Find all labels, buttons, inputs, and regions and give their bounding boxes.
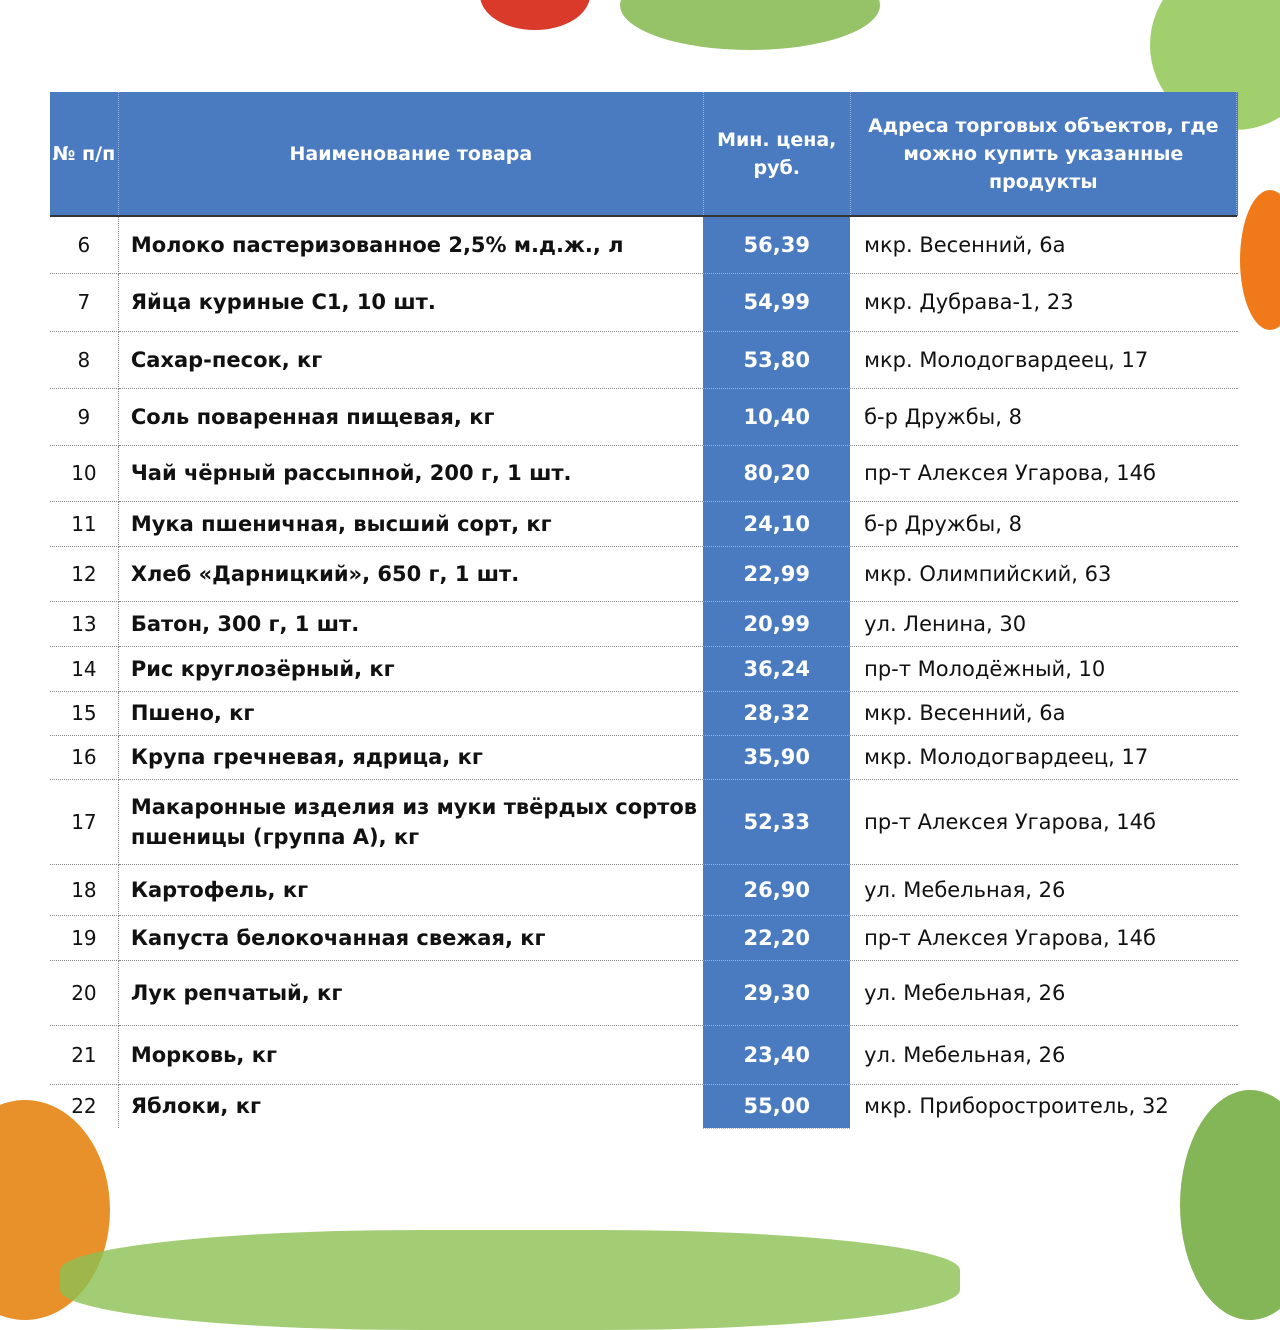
table-row: 13 Батон, 300 г, 1 шт. 20,99 ул. Ленина, 30 [50, 601, 1237, 647]
row-number: 10 [50, 445, 119, 502]
product-name: Хлеб «Дарницкий», 650 г, 1 шт. [118, 546, 704, 602]
store-address: мкр. Приборостроитель, 32 [864, 1094, 1169, 1119]
product-name: Капуста белокочанная свежая, кг [118, 915, 704, 961]
row-number: 19 [50, 915, 119, 961]
row-number: 14 [50, 646, 119, 692]
row-number: 11 [50, 501, 119, 547]
min-price: 56,39 [703, 216, 851, 274]
table-row: 8 Сахар-песок, кг 53,80 мкр. Молодогвардеец… [50, 331, 1237, 389]
product-name: Крупа гречневая, ядрица, кг [118, 735, 704, 780]
price-table: № п/п Наименование товара Мин. цена, руб… [50, 92, 1237, 1129]
row-number: 18 [50, 864, 119, 916]
min-price: 28,32 [703, 691, 851, 736]
table-row: 7 Яйца куриные С1, 10 шт. 54,99 мкр. Дубрав… [50, 273, 1237, 332]
product-name: Молоко пастеризованное 2,5% м.д.ж., л [118, 216, 704, 274]
store-address: мкр. Весенний, 6а [850, 216, 1237, 274]
pepper-decoration [1240, 190, 1280, 330]
table-row: 10 Чай чёрный рассыпной, 200 г, 1 шт. 80,2… [50, 445, 1237, 502]
header-name: Наименование товара [117, 92, 704, 216]
store-address: б-р Дружбы, 8 [850, 388, 1237, 446]
row-number: 22 [50, 1084, 119, 1128]
min-price: 80,20 [703, 445, 851, 502]
row-number: 13 [50, 601, 119, 647]
row-number: 12 [50, 546, 119, 602]
store-address: мкр. Молодогвардеец, 17 [850, 331, 1237, 389]
store-address: ул. Мебельная, 26 [850, 864, 1237, 916]
table-row: 21 Морковь, кг 23,40 ул. Мебельная, 26 [50, 1025, 1237, 1085]
product-name: Пшено, кг [118, 691, 704, 736]
table-row: 9 Соль поваренная пищевая, кг 10,40 б-р Дру… [50, 388, 1237, 446]
store-address: ул. Мебельная, 26 [850, 960, 1237, 1026]
product-name: Рис круглозёрный, кг [118, 646, 704, 692]
row-number: 21 [50, 1025, 119, 1085]
min-price: 53,80 [703, 331, 851, 389]
store-address: мкр. Весенний, 6а [850, 691, 1237, 736]
min-price: 26,90 [703, 864, 851, 916]
store-address: мкр. Молодогвардеец, 17 [850, 735, 1237, 780]
min-price: 35,90 [703, 735, 851, 780]
table-header: № п/п Наименование товара Мин. цена, руб… [50, 92, 1237, 216]
store-address: мкр. Олимпийский, 63 [850, 546, 1237, 602]
row-number: 16 [50, 735, 119, 780]
table-row: 19 Капуста белокочанная свежая, кг 22,20 пр… [50, 915, 1237, 961]
header-num: № п/п [50, 92, 119, 216]
product-name: Макаронные изделия из муки твёрдых сорто… [118, 779, 704, 865]
table-row: 16 Крупа гречневая, ядрица, кг 35,90 мкр. М… [50, 735, 1237, 780]
row-number: 7 [50, 273, 119, 332]
product-name: Соль поваренная пищевая, кг [118, 388, 704, 446]
product-name: Лук репчатый, кг [118, 960, 704, 1026]
table-row: 20 Лук репчатый, кг 29,30 ул. Мебельная, 26 [50, 960, 1237, 1026]
table-row: 17 Макаронные изделия из муки твёрдых сор… [50, 779, 1237, 865]
store-address: мкр. Дубрава-1, 23 [850, 273, 1237, 332]
table-row: 11 Мука пшеничная, высший сорт, кг 24,10 б-… [50, 501, 1237, 547]
min-price: 55,00 [703, 1084, 851, 1129]
min-price: 36,24 [703, 646, 851, 692]
header-price: Мин. цена, руб. [702, 92, 851, 216]
product-name: Чай чёрный рассыпной, 200 г, 1 шт. [118, 445, 704, 502]
product-name: Сахар-песок, кг [118, 331, 704, 389]
tomato-decoration [480, 0, 590, 30]
row-number: 15 [50, 691, 119, 736]
store-address: пр-т Алексея Угарова, 14б [850, 445, 1237, 502]
herb-decoration [620, 0, 880, 50]
store-address: б-р Дружбы, 8 [850, 501, 1237, 547]
row-number: 17 [50, 779, 119, 865]
product-name: Яйца куриные С1, 10 шт. [118, 273, 704, 332]
store-address: пр-т Алексея Угарова, 14б [850, 915, 1237, 961]
store-address: ул. Мебельная, 26 [850, 1025, 1237, 1085]
table-row: 12 Хлеб «Дарницкий», 650 г, 1 шт. 22,99 мкр… [50, 546, 1237, 602]
product-name: Картофель, кг [118, 864, 704, 916]
row-number: 6 [50, 216, 119, 274]
greens-decoration [60, 1230, 960, 1330]
table-row: 14 Рис круглозёрный, кг 36,24 пр-т Молодёжн… [50, 646, 1237, 692]
row-number: 8 [50, 331, 119, 389]
min-price: 23,40 [703, 1025, 851, 1085]
product-name: Батон, 300 г, 1 шт. [118, 601, 704, 647]
row-number: 20 [50, 960, 119, 1026]
header-address: Адреса торговых объектов, где можно купи… [849, 92, 1237, 216]
store-address: ул. Ленина, 30 [850, 601, 1237, 647]
min-price: 20,99 [703, 601, 851, 647]
row-number: 9 [50, 388, 119, 446]
min-price: 52,33 [703, 779, 851, 865]
min-price: 29,30 [703, 960, 851, 1026]
table-row: 6 Молоко пастеризованное 2,5% м.д.ж., л 56… [50, 216, 1237, 274]
product-name: Яблоки, кг [130, 1094, 261, 1119]
table-row: 22 Яблоки, кг 55,00 мкр. Приборостроитель, … [50, 1084, 1237, 1129]
store-address: пр-т Молодёжный, 10 [850, 646, 1237, 692]
min-price: 10,40 [703, 388, 851, 446]
table-row: 15 Пшено, кг 28,32 мкр. Весенний, 6а [50, 691, 1237, 736]
product-name: Мука пшеничная, высший сорт, кг [118, 501, 704, 547]
min-price: 54,99 [703, 273, 851, 332]
product-name: Морковь, кг [118, 1025, 704, 1085]
store-address: пр-т Алексея Угарова, 14б [850, 779, 1237, 865]
min-price: 22,99 [703, 546, 851, 602]
table-row: 18 Картофель, кг 26,90 ул. Мебельная, 26 [50, 864, 1237, 916]
min-price: 22,20 [703, 915, 851, 961]
min-price: 24,10 [703, 501, 851, 547]
